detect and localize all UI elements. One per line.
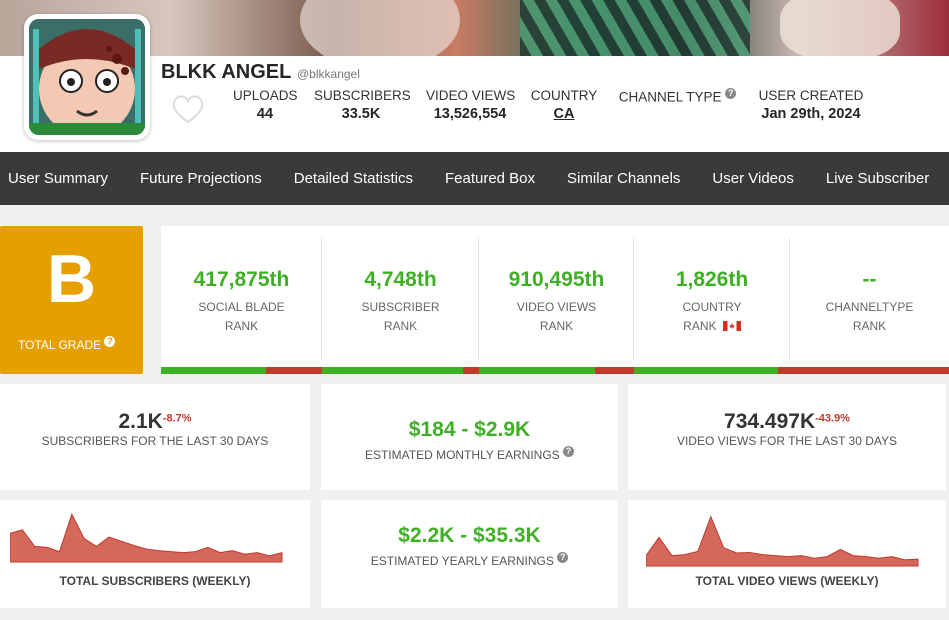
help-icon[interactable]: ?	[725, 88, 737, 99]
ranks-panel: 417,875th SOCIAL BLADE RANK 4,748th SUBSC…	[161, 226, 949, 374]
subs-30-days-card: 2.1K-8.7% SUBSCRIBERS FOR THE LAST 30 DA…	[0, 384, 310, 490]
stat-channel-type: CHANNEL TYPE ?	[615, 88, 740, 108]
rank-country: 1,826th COUNTRY RANK	[634, 226, 790, 374]
views-weekly-chart: TOTAL VIDEO VIEWS (WEEKLY)	[628, 500, 946, 608]
channel-handle: @blkkangel	[297, 67, 360, 81]
rank-bar	[161, 367, 322, 374]
help-icon[interactable]: ?	[104, 336, 116, 347]
nav-featured-box[interactable]: Featured Box	[444, 170, 536, 187]
help-icon[interactable]: ?	[557, 552, 569, 563]
rank-bar	[479, 367, 634, 374]
nav-user-summary[interactable]: User Summary	[8, 170, 109, 187]
nav-live-subscriber[interactable]: Live Subscriber	[825, 170, 930, 187]
channel-header	[0, 56, 949, 152]
favorite-heart-icon[interactable]	[172, 94, 204, 124]
monthly-earnings-card: $184 - $2.9K ESTIMATED MONTHLY EARNINGS …	[321, 384, 618, 490]
subscribers-sparkline	[10, 512, 283, 563]
yearly-earnings-card: $2.2K - $35.3K ESTIMATED YEARLY EARNINGS…	[321, 500, 618, 608]
sparkline-area	[646, 515, 919, 567]
stat-subscribers: SUBSCRIBERS 33.5K	[314, 88, 411, 122]
views-30-days-card: 734.497K-43.9% VIDEO VIEWS FOR THE LAST …	[628, 384, 946, 490]
channel-name: BLKK ANGEL	[161, 61, 292, 83]
nav-user-videos[interactable]: User Videos	[712, 170, 794, 187]
rank-bar	[322, 367, 479, 374]
channel-banner	[0, 0, 949, 56]
total-grade-box: B TOTAL GRADE ?	[0, 226, 143, 374]
grade-label: TOTAL GRADE	[18, 338, 102, 352]
country-link[interactable]: CA	[553, 106, 575, 122]
rank-subscriber: 4,748th SUBSCRIBER RANK	[322, 226, 479, 374]
grade-letter: B	[46, 241, 97, 317]
views-sparkline	[646, 515, 919, 567]
nav-detailed-statistics[interactable]: Detailed Statistics	[293, 170, 413, 187]
rank-bar	[790, 367, 949, 374]
stat-uploads: UPLOADS 44	[233, 88, 298, 122]
stat-country: COUNTRY CA	[530, 88, 598, 122]
rank-channel-type: -- CHANNELTYPE RANK	[790, 226, 949, 374]
avatar	[24, 14, 150, 140]
rank-video-views: 910,495th VIDEO VIEWS RANK	[479, 226, 634, 374]
stat-video-views: VIDEO VIEWS 13,526,554	[426, 88, 516, 122]
help-icon[interactable]: ?	[563, 446, 575, 457]
nav-similar-channels[interactable]: Similar Channels	[567, 170, 681, 187]
nav-future-projections[interactable]: Future Projections	[140, 170, 262, 187]
stat-user-created: USER CREATED Jan 29th, 2024	[758, 88, 864, 122]
sparkline-area	[10, 512, 283, 563]
rank-social-blade: 417,875th SOCIAL BLADE RANK	[161, 226, 322, 374]
subscribers-weekly-chart: TOTAL SUBSCRIBERS (WEEKLY)	[0, 500, 310, 608]
nav-bar: User Summary Future Projections Detailed…	[0, 152, 949, 205]
canada-flag-icon	[722, 321, 741, 331]
rank-bar	[634, 367, 790, 374]
